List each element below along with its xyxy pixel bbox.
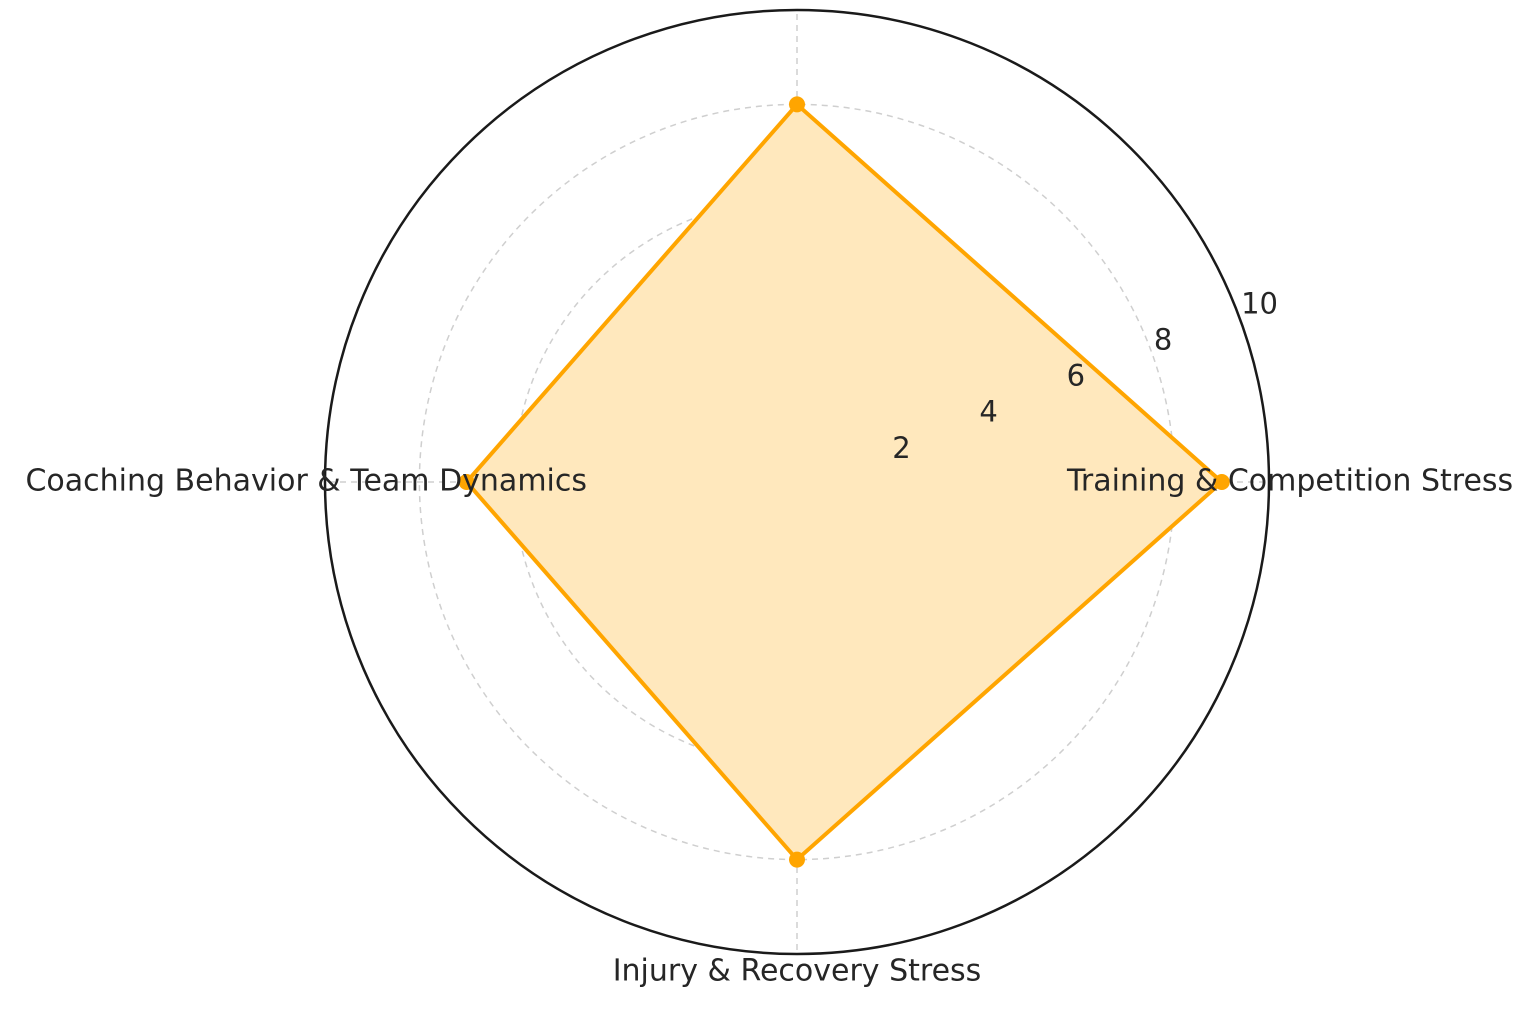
radial-tick-label-2: 2 xyxy=(892,431,910,465)
series-layer xyxy=(458,96,1230,868)
radial-tick-label-6: 6 xyxy=(1067,359,1085,393)
category-label-2: Coaching Behavior & Team Dynamics xyxy=(25,464,587,499)
data-point-0 xyxy=(1213,474,1230,490)
category-label-0: Training & Competition Stress xyxy=(1066,464,1513,499)
radial-tick-label-8: 8 xyxy=(1154,322,1172,356)
data-point-1 xyxy=(789,96,805,113)
data-point-2 xyxy=(458,474,475,490)
label-layer: 2 4 6 8 10 Training & Competition Stress Coach… xyxy=(25,286,1513,988)
outer-ring xyxy=(323,8,1271,956)
category-label-3: Injury & Recovery Stress xyxy=(613,954,982,989)
radial-tick-label-4: 4 xyxy=(979,395,997,429)
series-area xyxy=(466,104,1222,860)
data-point-3 xyxy=(789,851,805,868)
radial-tick-label-10: 10 xyxy=(1241,286,1278,320)
